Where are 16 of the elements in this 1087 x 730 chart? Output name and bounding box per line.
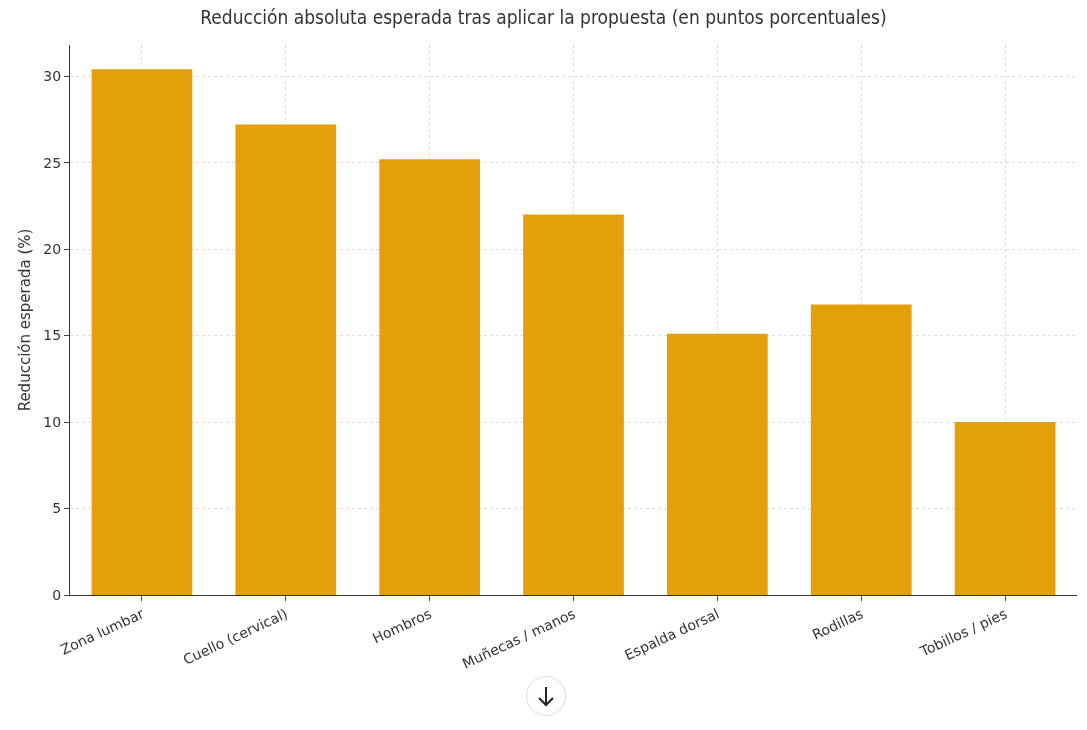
y-tick-label: 25 <box>43 154 62 171</box>
bar <box>954 422 1056 595</box>
y-tick-label: 10 <box>43 413 62 430</box>
bar <box>91 69 193 595</box>
y-tick-label: 5 <box>52 500 62 517</box>
y-tick-label: 15 <box>43 327 62 344</box>
y-tick-label: 20 <box>43 240 62 257</box>
y-tick-label: 0 <box>52 586 62 603</box>
y-axis-title: Reducción esperada (%) <box>16 228 34 412</box>
bar <box>667 333 768 595</box>
bar <box>810 304 912 595</box>
bar <box>523 214 624 595</box>
bar <box>379 159 480 595</box>
y-tick-label: 30 <box>43 68 62 85</box>
chart-title: Reducción absoluta esperada tras aplicar la propuesta (en puntos porcentuales) <box>200 6 887 29</box>
bar <box>235 124 337 595</box>
